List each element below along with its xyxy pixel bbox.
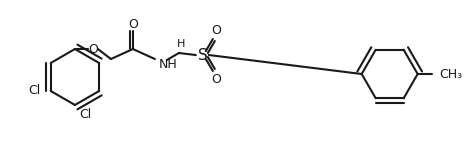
Text: H: H <box>176 39 185 49</box>
Text: NH: NH <box>159 57 178 71</box>
Text: O: O <box>211 73 221 87</box>
Text: O: O <box>88 43 98 56</box>
Text: Cl: Cl <box>79 108 91 122</box>
Text: O: O <box>128 18 138 30</box>
Text: O: O <box>211 24 221 36</box>
Text: CH₃: CH₃ <box>439 67 463 81</box>
Text: S: S <box>198 48 208 63</box>
Text: Cl: Cl <box>29 85 41 97</box>
